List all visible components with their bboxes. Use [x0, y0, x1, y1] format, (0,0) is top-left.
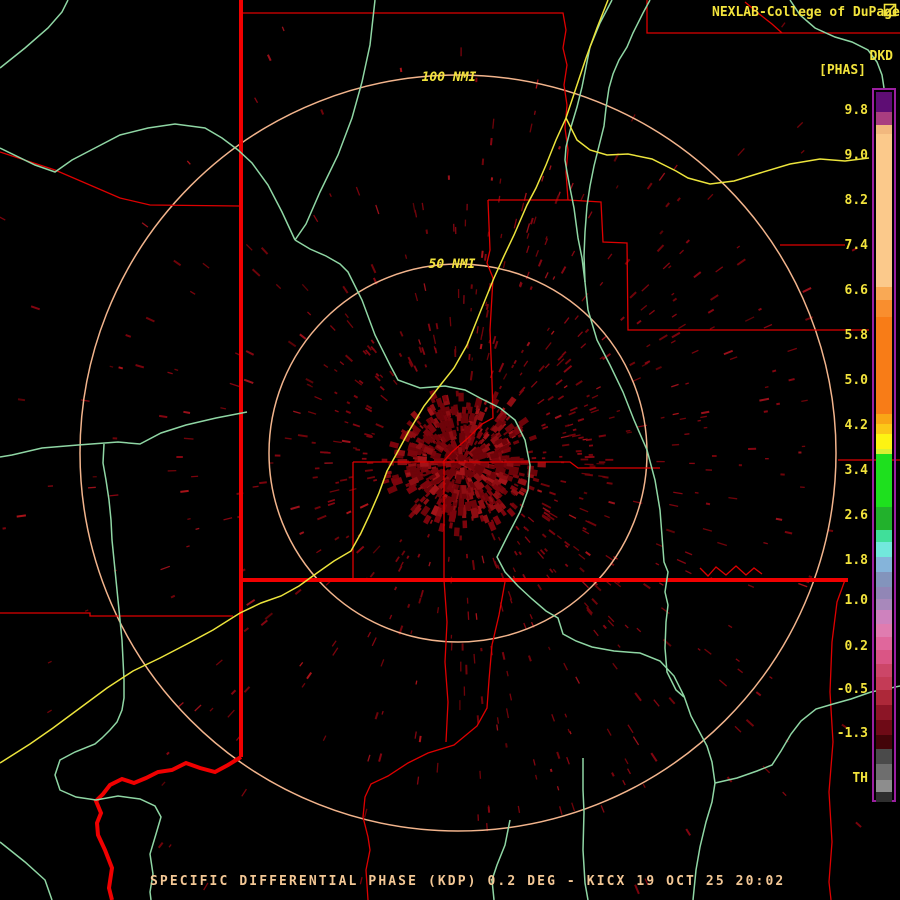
- product-code: DKD: [869, 49, 893, 64]
- cod-logo-icon: [883, 3, 897, 17]
- colorbar-segment: [876, 317, 892, 414]
- colorbar-segment: [876, 650, 892, 664]
- colorbar-segment: [876, 705, 892, 720]
- radar-echoes: [0, 22, 862, 895]
- colorbar-scale-value: 4.2: [844, 418, 868, 433]
- state-borders: [93, 0, 848, 900]
- colorbar-segment: [876, 664, 892, 677]
- colorbar-segment: [876, 780, 892, 792]
- colorbar-segment: [876, 637, 892, 650]
- colorbar-segment: [876, 507, 892, 530]
- colorbar: [872, 88, 896, 802]
- colorbar-scale-value: 7.4: [844, 238, 868, 253]
- colorbar-segment: [876, 599, 892, 610]
- station-title: NEXLAB-College of DuPage: [712, 5, 900, 20]
- colorbar-segment: [876, 610, 892, 624]
- colorbar-segment: [876, 677, 892, 690]
- colorbar-segment: [876, 454, 892, 507]
- colorbar-scale-value: 8.2: [844, 193, 868, 208]
- product-units: [PHAS]: [819, 63, 866, 78]
- colorbar-segment: [876, 720, 892, 735]
- range-ring: [79, 74, 837, 832]
- colorbar-segment: [876, 125, 892, 134]
- colorbar-scale-value: 2.6: [844, 508, 868, 523]
- colorbar-segment: [876, 300, 892, 317]
- colorbar-segment: [876, 112, 892, 125]
- colorbar-segment: [876, 764, 892, 780]
- colorbar-segment: [876, 587, 892, 599]
- product-caption: SPECIFIC DIFFERENTIAL PHASE (KDP) 0.2 DE…: [150, 874, 786, 889]
- colorbar-segment: [876, 434, 892, 449]
- colorbar-segment: [876, 624, 892, 637]
- colorbar-segment: [876, 414, 892, 424]
- range-ring-label: 50 NMI: [428, 257, 476, 272]
- colorbar-scale-value: -1.3: [836, 726, 868, 741]
- colorbar-segment: [876, 792, 892, 802]
- colorbar-segment: [876, 557, 892, 572]
- colorbar-scale-value: 5.8: [844, 328, 868, 343]
- colorbar-scale-value: 9.8: [844, 103, 868, 118]
- colorbar-segment: [876, 449, 892, 454]
- colorbar-scale-value: 1.0: [844, 593, 868, 608]
- colorbar-scale-value: 6.6: [844, 283, 868, 298]
- colorbar-segment: [876, 735, 892, 749]
- colorbar-scale-value: 1.8: [844, 553, 868, 568]
- colorbar-segment: [876, 92, 892, 112]
- range-rings: [79, 74, 837, 832]
- colorbar-segment: [876, 134, 892, 287]
- colorbar-segment: [876, 572, 892, 587]
- colorbar-scale-value: TH: [852, 771, 868, 786]
- colorbar-segment: [876, 749, 892, 764]
- colorbar-scale-value: 0.2: [844, 639, 868, 654]
- colorbar-gradient: [876, 92, 892, 802]
- colorbar-segment: [876, 530, 892, 542]
- colorbar-segment: [876, 287, 892, 300]
- range-ring: [268, 263, 648, 643]
- colorbar-scale-value: 9.0: [844, 148, 868, 163]
- colorbar-scale-value: 5.0: [844, 373, 868, 388]
- range-ring-label: 100 NMI: [421, 70, 477, 85]
- colorbar-segment: [876, 424, 892, 434]
- colorbar-scale-value: 3.4: [844, 463, 868, 478]
- colorbar-segment: [876, 542, 892, 557]
- colorbar-scale-value: -0.5: [836, 682, 868, 697]
- highway-lines: [0, 0, 870, 764]
- colorbar-segment: [876, 690, 892, 705]
